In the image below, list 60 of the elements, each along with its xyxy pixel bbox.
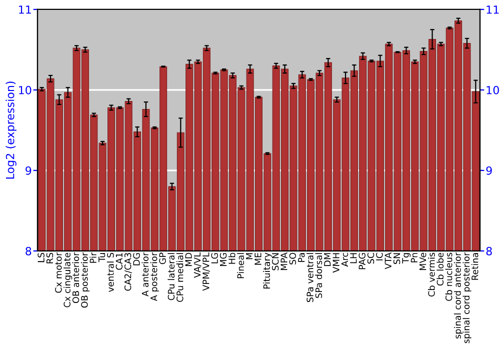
x-tick-label: VA/VL (194, 252, 202, 278)
x-tick-label: Cx cingulate (64, 252, 72, 308)
x-tick-label: SC (367, 252, 374, 264)
x-tick-label: OB anterior (72, 252, 80, 304)
x-tick-label: SCN (272, 253, 279, 270)
x-tick-label: Cx motor (55, 252, 62, 293)
x-tick-label: spinal cord anterior (454, 252, 463, 339)
x-tick-label: Tu (98, 253, 106, 262)
x-tick-label: CPu lateral (168, 253, 175, 300)
x-tick-label: GP (159, 252, 166, 264)
y-tick-label: 8 (26, 246, 32, 256)
x-tick-label: Pineal (237, 253, 244, 278)
x-tick-label: Tg (402, 253, 411, 264)
y2-tick-label: 9 (486, 166, 492, 175)
x-tick-label: CA1 (116, 253, 123, 270)
x-tick-label: CPu medial (176, 253, 184, 302)
x-tick-label: PAG (358, 253, 366, 270)
y2-tick-label: 10 (486, 86, 499, 94)
y2-tick-label: 11 (486, 6, 499, 14)
y-tick-label: 11 (19, 6, 31, 14)
x-tick-label: A posterior (150, 252, 159, 302)
x-tick-label: A anterior (142, 252, 149, 296)
x-tick-label: LH (350, 253, 357, 264)
x-tick-label: LS (38, 252, 44, 262)
x-tick-label: VPM/VPL (202, 252, 210, 291)
x-tick-label: ventral S (106, 252, 114, 292)
x-tick-label: Cb nucleus (445, 252, 452, 301)
x-tick-label: MG (220, 253, 227, 266)
x-tick-label: MVe (420, 252, 426, 270)
x-tick-label: Cb lobe (436, 252, 444, 286)
x-tick-label: LG (211, 253, 218, 264)
x-tick-label: Cb vermis (428, 252, 435, 297)
x-tick-label: SO (289, 252, 296, 264)
x-tick-label: IC (376, 252, 383, 260)
x-tick-label: MD (185, 252, 192, 266)
x-tick-label: Pn (410, 253, 418, 262)
y-tick-label: 9 (26, 166, 32, 175)
x-tick-label: Pir (90, 252, 96, 263)
x-tick-label: VMH (332, 253, 340, 273)
x-tick-label: Retina (471, 253, 478, 280)
x-tick-label: DG (133, 253, 140, 266)
x-tick-label: DM (324, 253, 331, 266)
x-tick-label: SPa dorsal (315, 253, 322, 298)
x-tick-label: OB posterior (80, 252, 90, 308)
x-tick-label: Hb (228, 252, 236, 264)
x-tick-label: Pa (298, 253, 305, 262)
y-axis-title: Log2 (expression) (6, 82, 16, 179)
x-tick-label: Pituitary (263, 252, 272, 289)
x-tick-label: VTA (384, 252, 392, 270)
x-tick-label: MPA (280, 252, 288, 270)
x-tick-label: SPa ventral (306, 253, 314, 302)
y2-tick-label: 8 (486, 246, 492, 256)
x-tick-label: RS (46, 252, 54, 264)
x-tick-label: SN (393, 253, 400, 264)
x-tick-label: M (246, 253, 253, 260)
y-tick-label: 10 (19, 86, 32, 94)
x-tick-label: ME (254, 252, 262, 265)
x-tick-label: spinal cord posterior (462, 252, 472, 344)
x-tick-label: Arc (341, 252, 348, 267)
x-tick-label: CA2/CA3 (124, 253, 132, 291)
